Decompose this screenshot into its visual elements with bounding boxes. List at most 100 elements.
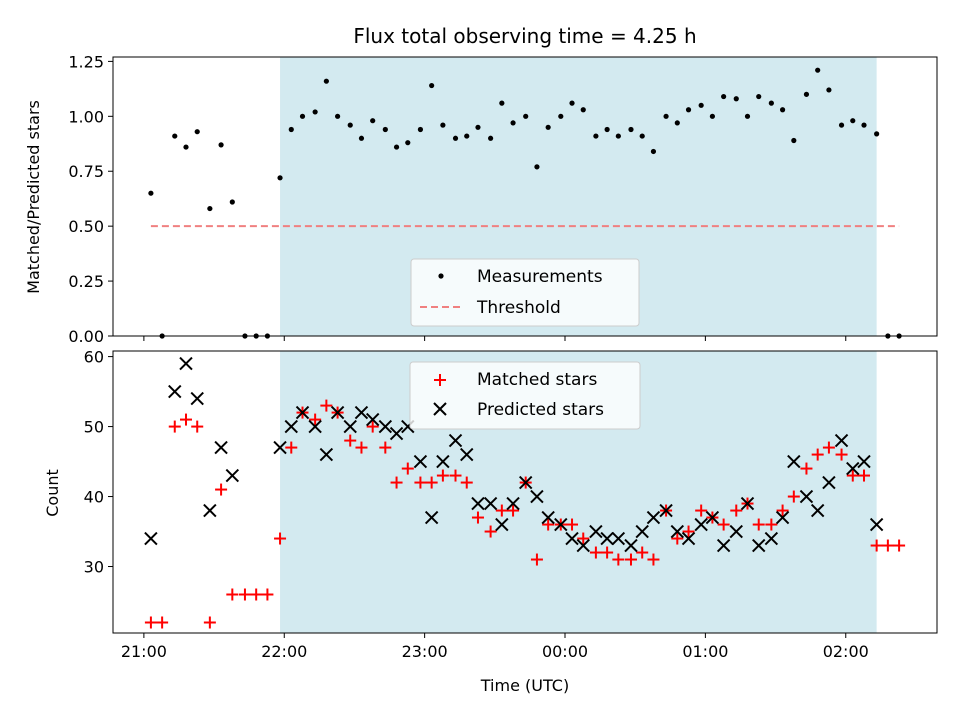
measurement-point <box>393 144 400 150</box>
predicted-star-point <box>729 524 743 539</box>
matched-star-point <box>355 441 368 454</box>
measurement-point <box>488 135 494 141</box>
legend-matched-marker <box>434 374 446 386</box>
predicted-star-point <box>330 405 345 420</box>
matched-star-point <box>226 588 239 601</box>
measurement-point <box>698 102 704 108</box>
measurement-point <box>874 131 880 137</box>
predicted-star-point <box>752 538 766 553</box>
ytick-label: 60 <box>84 348 104 367</box>
measurement-point <box>615 133 621 139</box>
matched-star-point <box>250 588 263 601</box>
matched-star-point <box>835 448 848 461</box>
predicted-star-point <box>413 454 428 469</box>
xtick-label: 23:00 <box>402 642 448 661</box>
measurement-point <box>639 133 645 139</box>
legend-threshold-label: Threshold <box>476 298 561 318</box>
legend-measurements-label: Measurements <box>477 267 603 287</box>
matched-star-point <box>577 532 590 545</box>
measurement-point <box>452 135 459 141</box>
matched-star-point <box>624 553 637 566</box>
matched-star-point <box>858 469 871 482</box>
predicted-star-point <box>787 454 801 469</box>
ytick-label: 1.00 <box>68 107 104 126</box>
predicted-star-point <box>495 517 509 532</box>
matched-star-point <box>846 469 859 482</box>
matched-star-point <box>191 420 204 433</box>
ytick-label: 0.75 <box>68 162 104 181</box>
legend-predicted-label: Predicted stars <box>477 400 604 420</box>
matched-star-point <box>870 539 883 552</box>
measurement-point <box>733 96 739 102</box>
matched-star-point <box>730 504 743 517</box>
measurement-point <box>183 144 189 150</box>
measurement-point <box>850 118 856 124</box>
predicted-star-point <box>273 440 287 455</box>
matched-star-point <box>636 546 649 559</box>
predicted-star-point <box>716 538 731 553</box>
measurement-point <box>523 113 529 119</box>
matched-star-point <box>309 413 322 426</box>
predicted-star-point <box>705 510 720 525</box>
xtick-label: 22:00 <box>261 642 307 661</box>
ytick-label: 0.25 <box>68 272 104 291</box>
ytick-label: 0.00 <box>68 327 104 346</box>
measurement-point <box>334 113 341 119</box>
matched-star-point <box>881 539 894 552</box>
measurement-point <box>299 113 306 119</box>
predicted-star-point <box>554 517 568 532</box>
measurement-point <box>861 122 867 128</box>
measurement-point <box>499 100 505 106</box>
matched-star-point <box>460 476 473 489</box>
predicted-star-point <box>436 454 450 469</box>
predicted-star-point <box>378 419 393 434</box>
measurement-point <box>650 148 657 155</box>
measurement-point <box>510 120 516 126</box>
matched-star-point <box>787 490 800 503</box>
measurement-point <box>826 87 832 93</box>
matched-star-point <box>507 504 520 517</box>
measurement-point <box>440 122 446 128</box>
predicted-star-point <box>389 426 404 441</box>
matched-star-point <box>156 616 169 629</box>
predicted-star-point <box>295 405 310 420</box>
matched-star-point <box>366 420 379 433</box>
matched-star-point <box>436 469 449 482</box>
predicted-star-point <box>857 454 871 469</box>
predicted-star-point <box>284 419 298 434</box>
measurement-point <box>779 107 786 113</box>
measurement-point <box>545 124 551 130</box>
top-legend: Measurements Threshold <box>410 258 640 327</box>
measurement-point <box>663 113 669 119</box>
measurement-point <box>558 113 564 119</box>
measurement-point <box>229 199 235 205</box>
predicted-star-point <box>179 356 193 371</box>
predicted-star-point <box>190 391 204 406</box>
ytick-label: 40 <box>84 488 104 507</box>
measurement-point <box>569 100 575 106</box>
matched-star-point <box>800 462 813 475</box>
predicted-star-point <box>214 440 228 455</box>
predicted-star-point <box>589 524 603 539</box>
measurement-point <box>674 120 680 126</box>
predicted-star-point <box>659 503 673 518</box>
xtick-label: 21:00 <box>121 642 167 661</box>
predicted-star-point <box>635 524 649 539</box>
measurement-point <box>475 124 481 130</box>
legend-predicted-marker <box>433 402 447 416</box>
matched-star-point <box>215 483 228 496</box>
predicted-star-point <box>600 531 614 546</box>
predicted-star-point <box>168 384 182 399</box>
predicted-star-point <box>506 496 520 511</box>
predicted-star-point <box>424 510 439 525</box>
matched-star-point <box>717 518 730 531</box>
measurement-point <box>288 126 294 133</box>
measurement-point <box>172 133 178 139</box>
matched-star-point <box>495 504 508 517</box>
measurement-point <box>604 126 610 133</box>
predicted-star-point <box>365 412 380 427</box>
predicted-star-point <box>869 517 884 532</box>
matched-star-point <box>390 476 403 489</box>
top-axes-frame <box>112 56 938 337</box>
